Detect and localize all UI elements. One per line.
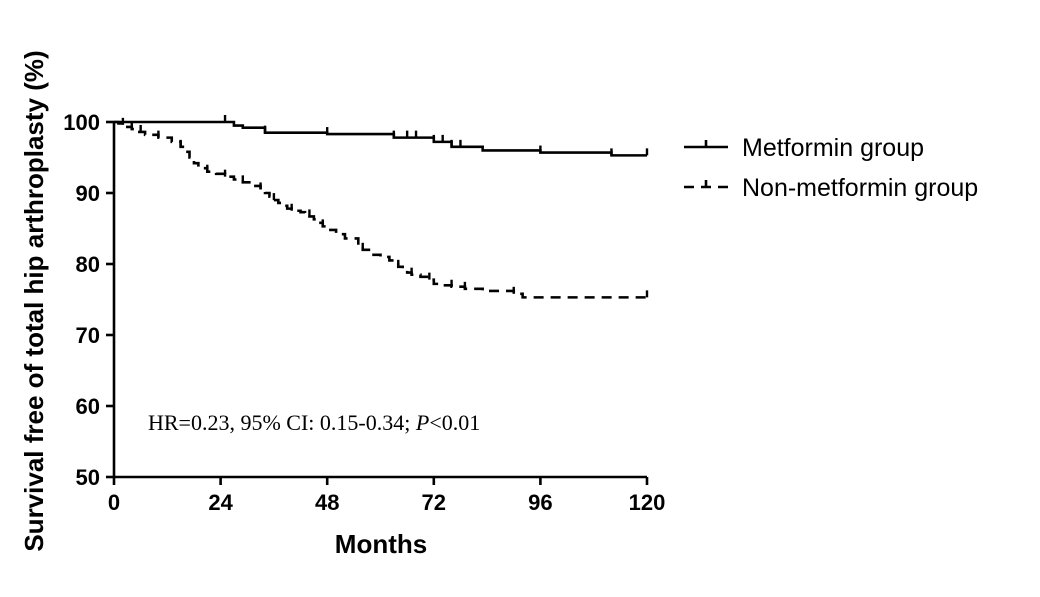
x-tick-label: 24 xyxy=(208,490,233,515)
hazard-ratio-annotation: HR=0.23, 95% CI: 0.15-0.34; P<0.01 xyxy=(148,410,480,435)
p-symbol: P xyxy=(415,410,429,435)
x-tick-label: 96 xyxy=(528,490,552,515)
series-line-non-metformin xyxy=(114,120,647,299)
y-tick-label: 100 xyxy=(63,110,100,135)
x-tick-label: 120 xyxy=(629,490,666,515)
y-tick-label: 80 xyxy=(76,252,100,277)
x-tick-label: 72 xyxy=(422,490,446,515)
y-axis-title: Survival free of total hip arthroplasty … xyxy=(19,50,49,551)
y-tick-label: 90 xyxy=(76,181,100,206)
chart-legend: Metformin group Non-metformin group xyxy=(684,134,978,202)
legend-label-metformin: Metformin group xyxy=(742,134,924,162)
x-axis-title: Months xyxy=(335,529,427,559)
legend-item-non-metformin: Non-metformin group xyxy=(684,174,978,202)
y-tick-label: 70 xyxy=(76,323,100,348)
chart-axes: 0 24 48 72 96 120 50 60 70 80 90 100 xyxy=(63,110,665,515)
chart-series xyxy=(114,115,649,299)
y-tick-label: 50 xyxy=(76,465,100,490)
x-tick-label: 48 xyxy=(315,490,339,515)
hr-ci-text: HR=0.23, 95% CI: 0.15-0.34; xyxy=(148,410,416,435)
x-tick-label: 0 xyxy=(108,490,120,515)
series-line-metformin xyxy=(114,120,647,157)
p-value-text: <0.01 xyxy=(429,410,480,435)
legend-label-non-metformin: Non-metformin group xyxy=(742,174,978,202)
legend-item-metformin: Metformin group xyxy=(684,134,924,162)
y-tick-label: 60 xyxy=(76,394,100,419)
